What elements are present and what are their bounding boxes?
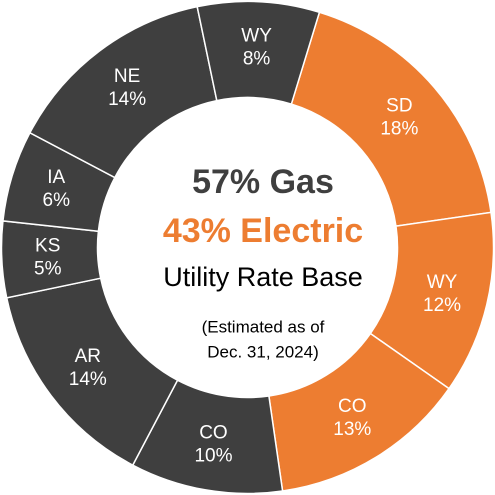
subtitle: Utility Rate Base xyxy=(163,262,363,292)
segment-name: NE xyxy=(114,66,140,87)
donut-segment xyxy=(196,0,321,105)
segment-value: 13% xyxy=(333,419,371,440)
segment-name: WY xyxy=(241,26,272,47)
segment-value: 8% xyxy=(243,49,271,70)
segment-name: WY xyxy=(427,272,458,293)
segment-value: 14% xyxy=(108,89,146,110)
segment-value: 6% xyxy=(43,190,71,211)
segment-name: CO xyxy=(338,396,367,417)
segment-name: SD xyxy=(386,95,412,116)
segment-value: 14% xyxy=(69,369,107,390)
segment-value: 10% xyxy=(194,446,232,467)
segment-value: 18% xyxy=(380,118,418,139)
note: Dec. 31, 2024) xyxy=(207,342,319,361)
segment-value: 12% xyxy=(423,295,461,316)
segment-name: IA xyxy=(47,167,65,188)
note: (Estimated as of xyxy=(202,317,325,336)
segment-value: 5% xyxy=(34,258,62,279)
segment-name: AR xyxy=(75,346,101,367)
electric-share: 43% Electric xyxy=(163,212,363,250)
donut-segment xyxy=(290,11,492,227)
segment-name: CO xyxy=(199,423,228,444)
gas-share: 57% Gas xyxy=(192,163,334,201)
segment-name: KS xyxy=(35,235,60,256)
